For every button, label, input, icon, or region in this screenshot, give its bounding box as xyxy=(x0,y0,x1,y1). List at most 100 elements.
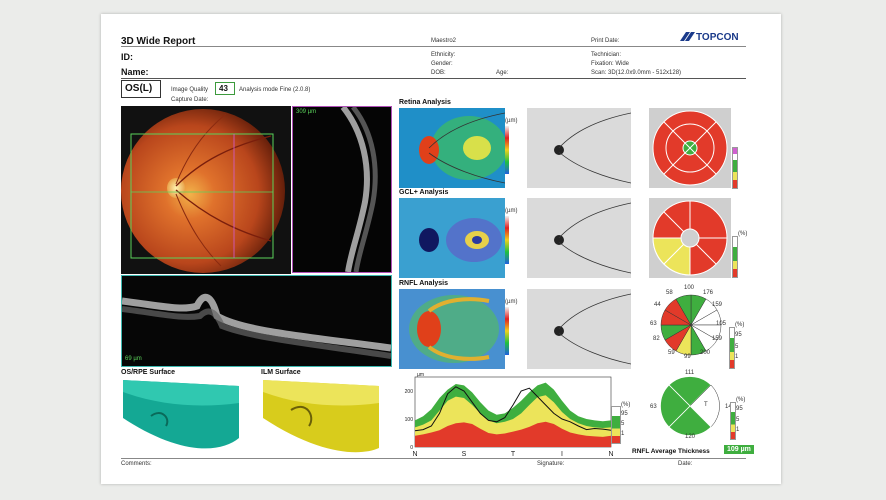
gcl-analysis-title: GCL+ Analysis xyxy=(399,189,449,196)
quadrant-pct-95: 95 xyxy=(736,406,743,412)
scan-info: Scan: 3D(12.0x9.0mm - 512x128) xyxy=(591,70,682,76)
tsnit-y-tick: 100 xyxy=(405,417,414,423)
quadrant-temporal-letter: T xyxy=(704,402,708,408)
retina-deviation-image xyxy=(554,112,631,184)
os-rpe-surface xyxy=(123,380,239,449)
tsnit-x-tick: I xyxy=(561,451,563,458)
tsnit-y-label: µm xyxy=(417,372,424,378)
tsnit-chart: N S T I N 200 100 0 µm xyxy=(399,371,621,459)
gcl-percentile-scale xyxy=(732,236,738,278)
rnfl-average-value: 109 µm xyxy=(724,445,754,454)
clock-value-10: 44 xyxy=(654,302,661,308)
topcon-logo-icon xyxy=(680,32,695,41)
tsnit-x-tick: N xyxy=(608,451,613,458)
tsnit-x-tick: N xyxy=(412,451,417,458)
clock-pct-1: 1 xyxy=(735,354,739,360)
retina-sector-image xyxy=(652,110,728,186)
name-label: Name: xyxy=(121,67,149,77)
brand-name: TOPCON xyxy=(696,32,739,43)
gcl-map-image xyxy=(399,198,505,278)
clock-value-2: 159 xyxy=(712,302,723,308)
vertical-bscan-image xyxy=(340,105,378,273)
image-quality-value: 43 xyxy=(219,84,228,93)
tsnit-x-tick: T xyxy=(511,451,516,458)
tsnit-patient-line xyxy=(414,386,612,432)
signature-label: Signature: xyxy=(537,461,565,467)
clock-value-9: 63 xyxy=(650,321,657,327)
gcl-scale-unit: (µm) xyxy=(505,208,518,214)
quadrant-pct-label: (%) xyxy=(736,397,746,403)
clock-value-8: 82 xyxy=(653,336,660,342)
quadrant-value-inferior: 120 xyxy=(685,434,696,440)
rnfl-clock-chart xyxy=(660,294,722,356)
fundus-photo xyxy=(121,106,291,274)
clock-value-11: 58 xyxy=(666,290,673,296)
gcl-sector-map xyxy=(649,198,731,278)
fixation-info: Fixation: Wide xyxy=(591,61,630,67)
tsnit-pct-1: 1 xyxy=(621,431,625,437)
print-date-label: Print Date: xyxy=(591,38,620,44)
retina-deviation-map xyxy=(527,108,631,188)
image-quality-label: Image Quality xyxy=(171,87,209,93)
retina-analysis-title: Retina Analysis xyxy=(399,99,451,106)
clock-pct-label: (%) xyxy=(735,322,745,328)
gcl-pct-label: (%) xyxy=(738,231,748,237)
rnfl-analysis-title: RNFL Analysis xyxy=(399,280,449,287)
dob-label: DOB: xyxy=(431,70,446,76)
analysis-mode: Analysis mode Fine (2.0.8) xyxy=(239,87,311,93)
report-title: 3D Wide Report xyxy=(121,36,196,47)
gcl-thickness-map xyxy=(399,198,505,278)
comments-label: Comments: xyxy=(121,461,152,467)
clock-value-5: 200 xyxy=(700,350,711,356)
horizontal-bscan-image xyxy=(121,293,392,359)
topcon-logo: TOPCON xyxy=(678,30,748,49)
rnfl-color-scale xyxy=(505,307,509,355)
rnfl-quadrant-chart xyxy=(660,376,720,436)
horizontal-bscan: 69 µm xyxy=(121,275,392,367)
gcl-color-scale xyxy=(505,216,509,264)
image-quality-badge: 43 xyxy=(215,82,235,95)
tsnit-pct-label: (%) xyxy=(621,402,631,408)
device-name: Maestro2 xyxy=(431,38,457,44)
age-label: Age: xyxy=(496,70,509,76)
tsnit-y-tick: 200 xyxy=(405,389,414,395)
retina-percentile-scale xyxy=(732,147,738,189)
rnfl-deviation-map xyxy=(527,289,631,369)
quadrant-value-superior: 111 xyxy=(685,370,695,376)
clock-value-1: 176 xyxy=(703,290,714,296)
os-rpe-title: OS/RPE Surface xyxy=(121,369,176,376)
tsnit-x-tick: S xyxy=(462,451,467,458)
rnfl-average-label: RNFL Average Thickness xyxy=(632,448,710,455)
rnfl-deviation-image xyxy=(554,293,631,365)
ilm-title: ILM Surface xyxy=(261,369,301,376)
clock-value-6: 99 xyxy=(684,354,691,360)
clock-value-3: 105 xyxy=(716,321,727,327)
rnfl-thickness-map xyxy=(399,289,505,369)
eye-label: OS(L) xyxy=(125,83,153,94)
ilm-surface xyxy=(263,380,379,453)
tsnit-pct-5: 5 xyxy=(621,421,625,427)
fundus-image xyxy=(121,109,285,273)
clock-pct-95: 95 xyxy=(735,332,742,338)
retina-sector-map xyxy=(649,108,731,188)
gcl-deviation-image xyxy=(554,202,631,274)
quadrant-pct-5: 5 xyxy=(736,417,740,423)
vertical-bscan: 309 µm xyxy=(292,105,392,273)
gender-label: Gender: xyxy=(431,61,453,67)
tsnit-band-red xyxy=(415,421,611,447)
retina-color-scale xyxy=(505,126,509,174)
rnfl-scale-unit: (µm) xyxy=(505,299,518,305)
retina-scale-unit: (µm) xyxy=(505,118,518,124)
vertical-bscan-scale: 309 µm xyxy=(296,109,317,115)
clock-value-7: 59 xyxy=(668,350,675,356)
clock-value-12: 100 xyxy=(684,285,695,291)
tsnit-percentile-scale xyxy=(611,406,621,444)
retina-map-image xyxy=(399,108,505,188)
id-label: ID: xyxy=(121,52,133,62)
quadrant-pct-1: 1 xyxy=(736,427,740,433)
technician-label: Technician: xyxy=(591,52,622,58)
tsnit-y-tick: 0 xyxy=(410,445,413,451)
clock-pct-5: 5 xyxy=(735,344,739,350)
horizontal-bscan-scale: 69 µm xyxy=(125,356,142,362)
eye-indicator: OS(L) xyxy=(121,80,161,98)
